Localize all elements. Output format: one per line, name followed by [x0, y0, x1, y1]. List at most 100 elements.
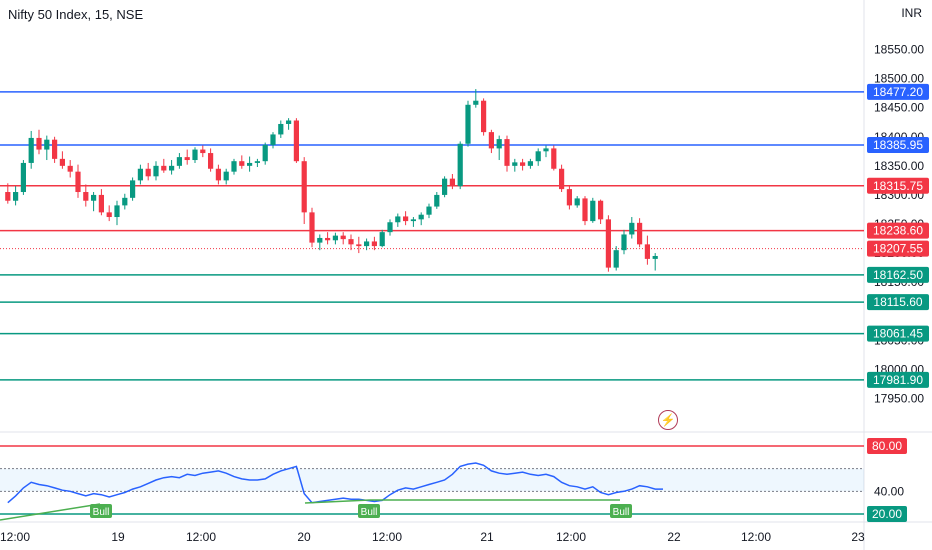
bull-label-badge: [358, 504, 380, 518]
symbol-title[interactable]: Nifty 50 Index, 15, NSE: [8, 7, 144, 22]
candle-body: [278, 123, 284, 135]
candle-body: [520, 162, 526, 166]
candle-body: [161, 165, 167, 171]
level-label: 18162.50: [873, 268, 923, 282]
candle-body: [239, 161, 245, 166]
candle-body: [247, 162, 253, 166]
level-label: 18115.60: [873, 295, 922, 309]
level-label: 18315.75: [873, 179, 923, 193]
candle-body: [473, 100, 479, 105]
candle-body: [605, 219, 611, 268]
time-tick-label: 12:00: [0, 530, 30, 544]
candle-body: [122, 197, 128, 206]
candle-body: [644, 244, 650, 259]
candle-body: [91, 194, 97, 201]
candle-body: [364, 241, 370, 247]
bull-label-text: Bull: [361, 507, 378, 518]
candle-body: [83, 192, 89, 201]
candle-body: [145, 168, 151, 177]
rsi-overbought-label: 80.00: [872, 439, 902, 453]
price-tick-label: 17950.00: [874, 391, 924, 405]
candle-body: [59, 158, 65, 166]
candle-body: [403, 216, 409, 222]
rsi-band: [0, 468, 864, 492]
rsi-line: [7, 462, 663, 504]
level-badge: [867, 371, 929, 388]
level-badge: [867, 177, 929, 194]
candle-body: [621, 234, 627, 251]
candle-body: [325, 237, 331, 241]
level-badge: [867, 266, 929, 283]
divergence-line: [304, 499, 371, 504]
candle-body: [559, 168, 565, 190]
price-tick-label: 18450.00: [874, 101, 924, 115]
candle-body: [75, 171, 81, 193]
candle-body: [551, 148, 557, 169]
bull-label-text: Bull: [613, 507, 630, 518]
rsi-oversold-label: 20.00: [872, 507, 902, 521]
candle-body: [270, 134, 276, 145]
time-tick-label: 12:00: [556, 530, 586, 544]
level-badge: [867, 136, 929, 153]
candle-body: [192, 149, 198, 161]
candle-body: [5, 192, 11, 201]
candle-body: [301, 161, 307, 213]
flash-icon[interactable]: ⚡: [658, 410, 678, 430]
candle-body: [449, 178, 455, 187]
candle-body: [442, 178, 448, 195]
candle-body: [52, 139, 58, 159]
candle-body: [590, 200, 596, 222]
candle-body: [379, 232, 385, 247]
candle-body: [356, 244, 362, 247]
candle-body: [582, 198, 588, 222]
candle-body: [535, 151, 541, 162]
candle-body: [512, 162, 518, 166]
time-tick-label: 20: [297, 530, 311, 544]
candle-body: [566, 189, 572, 206]
candle-body: [200, 149, 206, 154]
candle-body: [44, 139, 50, 150]
time-tick-label: 12:00: [372, 530, 402, 544]
candle-body: [262, 144, 268, 162]
time-tick-label: 12:00: [186, 530, 216, 544]
level-label: 18385.95: [873, 138, 923, 152]
candle-body: [98, 194, 104, 213]
candle-body: [67, 165, 73, 172]
candle-body: [395, 216, 401, 223]
bull-label-badge: [90, 504, 112, 518]
candle-body: [332, 235, 338, 241]
candle-body: [418, 214, 424, 220]
time-tick-label: 21: [480, 530, 494, 544]
candle-body: [137, 168, 143, 181]
candle-body: [215, 168, 221, 181]
level-label: 18238.60: [873, 224, 923, 238]
bull-label-badge: [610, 504, 632, 518]
candle-body: [231, 161, 237, 172]
candle-body: [106, 212, 112, 218]
candle-body: [574, 198, 580, 206]
divergence-line: [0, 503, 101, 521]
level-badge: [867, 83, 929, 100]
level-badge: [867, 222, 929, 239]
candle-body: [457, 143, 463, 187]
level-badge: [867, 294, 929, 311]
last-price-label: 18207.55: [873, 242, 923, 256]
candle-body: [348, 239, 354, 245]
candle-body: [20, 162, 26, 193]
candle-body: [286, 120, 292, 124]
candle-body: [371, 241, 377, 247]
level-badge: [867, 325, 929, 342]
time-tick-label: 12:00: [741, 530, 771, 544]
level-label: 18061.45: [873, 327, 923, 341]
candle-body: [629, 222, 635, 235]
candle-body: [488, 132, 494, 149]
level-label: 18477.20: [873, 85, 923, 99]
candle-body: [184, 157, 190, 161]
candle-body: [504, 139, 510, 166]
candle-body: [543, 148, 549, 152]
candle-body: [434, 194, 440, 207]
candle-body: [293, 120, 299, 162]
candle-body: [613, 250, 619, 268]
